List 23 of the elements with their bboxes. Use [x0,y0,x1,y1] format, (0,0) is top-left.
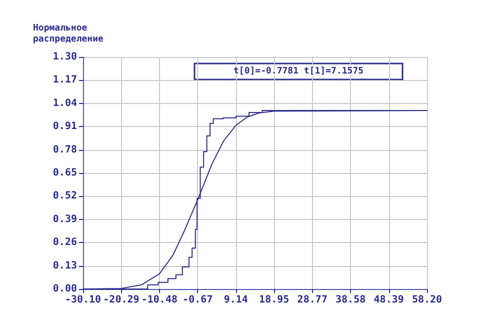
y-tick-label: 0.00 [52,284,77,294]
y-tick-label: 1.30 [52,52,77,62]
x-tick-label: -0.67 [182,294,213,306]
y-tick-label: 0.39 [52,214,77,225]
y-tick-label: 1.17 [52,74,77,86]
y-tick-label: 0.52 [52,190,77,202]
y-tick-label: 0.91 [52,121,77,132]
x-tick-label: -20.29 [103,294,140,306]
y-tick-label: 1.04 [52,98,77,109]
x-tick-label: 58.20 [412,294,442,306]
x-tick-label: -10.48 [141,294,178,306]
annotation: t[0]=-0.7781 t[1]=7.1575 [233,66,364,76]
y-tick-label: 0.26 [52,237,77,248]
y-axis-title: Нормальное распределение [33,24,104,44]
y-tick-label: 0.13 [52,260,77,272]
x-tick-label: 9.14 [224,294,248,306]
x-tick-label: 38.58 [336,294,366,306]
x-tick-label: 48.39 [374,294,404,306]
x-tick-label: 18.95 [259,294,290,306]
y-tick-label: 0.65 [52,168,77,178]
y-tick-label: 0.78 [52,144,77,156]
x-tick-label: 28.77 [297,294,328,306]
x-tick-label: -30.10 [64,294,102,306]
